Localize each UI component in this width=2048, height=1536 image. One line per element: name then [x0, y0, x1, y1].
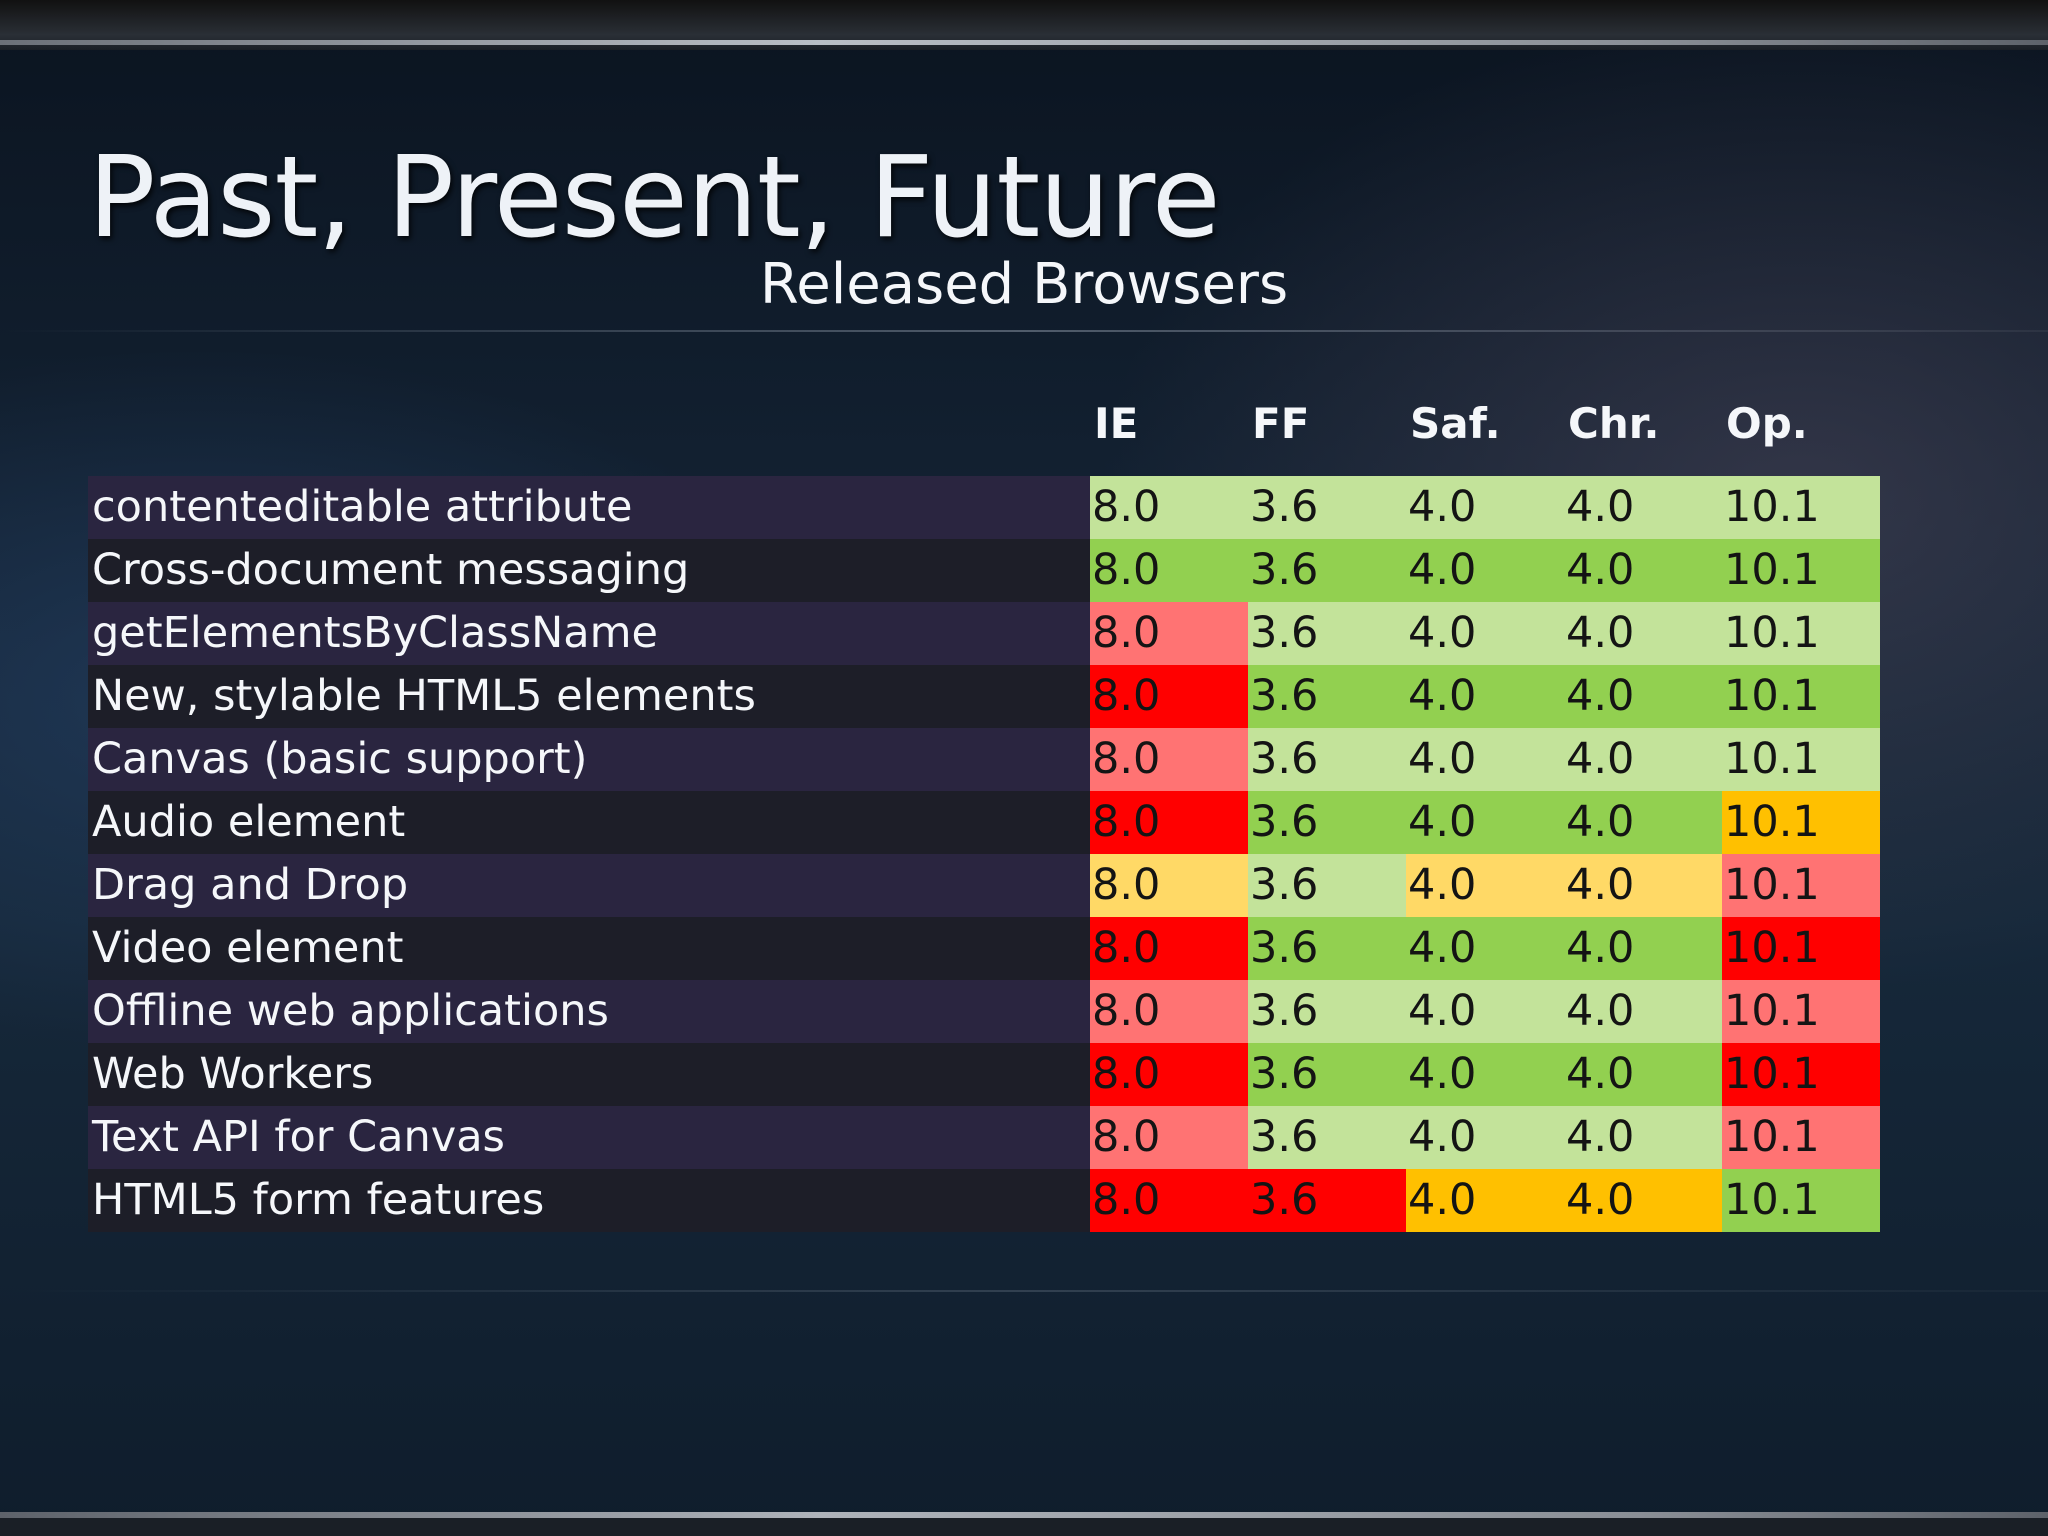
version-cell-ie: 8.0	[1090, 854, 1248, 917]
version-cell-chr: 4.0	[1564, 728, 1722, 791]
feature-name-cell: Audio element	[88, 791, 1090, 854]
feature-name-cell: Drag and Drop	[88, 854, 1090, 917]
version-cell-op: 10.1	[1722, 854, 1880, 917]
version-cell-saf: 4.0	[1406, 980, 1564, 1043]
slide-title: Past, Present, Future	[88, 133, 1221, 264]
feature-name-cell: Cross-document messaging	[88, 539, 1090, 602]
version-cell-ff: 3.6	[1248, 728, 1406, 791]
version-cell-ie: 8.0	[1090, 980, 1248, 1043]
version-cell-ff: 3.6	[1248, 476, 1406, 539]
version-cell-saf: 4.0	[1406, 539, 1564, 602]
version-cell-chr: 4.0	[1564, 602, 1722, 665]
version-cell-ie: 8.0	[1090, 1106, 1248, 1169]
version-cell-ie: 8.0	[1090, 728, 1248, 791]
version-cell-saf: 4.0	[1406, 602, 1564, 665]
feature-name-cell: New, stylable HTML5 elements	[88, 665, 1090, 728]
version-cell-op: 10.1	[1722, 539, 1880, 602]
version-cell-chr: 4.0	[1564, 1043, 1722, 1106]
version-cell-ff: 3.6	[1248, 602, 1406, 665]
version-cell-ff: 3.6	[1248, 854, 1406, 917]
version-cell-op: 10.1	[1722, 665, 1880, 728]
version-cell-op: 10.1	[1722, 1106, 1880, 1169]
version-cell-ff: 3.6	[1248, 539, 1406, 602]
version-cell-ie: 8.0	[1090, 665, 1248, 728]
version-cell-op: 10.1	[1722, 1043, 1880, 1106]
column-header-ie: IE	[1094, 399, 1139, 448]
version-cell-ff: 3.6	[1248, 791, 1406, 854]
version-cell-saf: 4.0	[1406, 1043, 1564, 1106]
version-cell-chr: 4.0	[1564, 476, 1722, 539]
background-streak	[0, 1290, 2048, 1292]
version-cell-op: 10.1	[1722, 980, 1880, 1043]
feature-name-cell: Canvas (basic support)	[88, 728, 1090, 791]
version-cell-op: 10.1	[1722, 917, 1880, 980]
feature-name-cell: HTML5 form features	[88, 1169, 1090, 1232]
version-cell-ie: 8.0	[1090, 1043, 1248, 1106]
version-cell-op: 10.1	[1722, 476, 1880, 539]
feature-name-cell: getElementsByClassName	[88, 602, 1090, 665]
background-streak	[0, 330, 2048, 332]
version-cell-ie: 8.0	[1090, 602, 1248, 665]
version-cell-saf: 4.0	[1406, 1106, 1564, 1169]
top-divider	[0, 40, 2048, 45]
feature-name-cell: Video element	[88, 917, 1090, 980]
version-cell-chr: 4.0	[1564, 917, 1722, 980]
version-cell-ff: 3.6	[1248, 980, 1406, 1043]
version-cell-chr: 4.0	[1564, 539, 1722, 602]
version-cell-op: 10.1	[1722, 728, 1880, 791]
feature-name-cell: contenteditable attribute	[88, 476, 1090, 539]
version-cell-saf: 4.0	[1406, 665, 1564, 728]
version-cell-ie: 8.0	[1090, 1169, 1248, 1232]
version-cell-saf: 4.0	[1406, 1169, 1564, 1232]
version-cell-ie: 8.0	[1090, 476, 1248, 539]
version-cell-saf: 4.0	[1406, 791, 1564, 854]
column-header-saf: Saf.	[1410, 399, 1501, 448]
version-cell-saf: 4.0	[1406, 476, 1564, 539]
version-cell-ff: 3.6	[1248, 917, 1406, 980]
version-cell-chr: 4.0	[1564, 1169, 1722, 1232]
version-cell-op: 10.1	[1722, 602, 1880, 665]
version-cell-ff: 3.6	[1248, 1043, 1406, 1106]
version-cell-ie: 8.0	[1090, 791, 1248, 854]
version-cell-saf: 4.0	[1406, 917, 1564, 980]
version-cell-ff: 3.6	[1248, 665, 1406, 728]
version-cell-ff: 3.6	[1248, 1106, 1406, 1169]
version-cell-saf: 4.0	[1406, 854, 1564, 917]
bottom-band	[0, 1518, 2048, 1536]
column-header-ff: FF	[1252, 399, 1310, 448]
table-caption: Released Browsers	[759, 252, 1289, 317]
version-cell-chr: 4.0	[1564, 980, 1722, 1043]
feature-name-cell: Text API for Canvas	[88, 1106, 1090, 1169]
version-cell-op: 10.1	[1722, 1169, 1880, 1232]
version-cell-op: 10.1	[1722, 791, 1880, 854]
version-cell-chr: 4.0	[1564, 791, 1722, 854]
version-cell-ie: 8.0	[1090, 917, 1248, 980]
version-cell-saf: 4.0	[1406, 728, 1564, 791]
feature-name-cell: Offline web applications	[88, 980, 1090, 1043]
version-cell-chr: 4.0	[1564, 665, 1722, 728]
version-cell-chr: 4.0	[1564, 1106, 1722, 1169]
version-cell-ie: 8.0	[1090, 539, 1248, 602]
feature-name-cell: Web Workers	[88, 1043, 1090, 1106]
version-cell-ff: 3.6	[1248, 1169, 1406, 1232]
column-header-op: Op.	[1726, 399, 1808, 448]
bottom-divider	[0, 1512, 2048, 1518]
version-cell-chr: 4.0	[1564, 854, 1722, 917]
column-header-chr: Chr.	[1568, 399, 1660, 448]
